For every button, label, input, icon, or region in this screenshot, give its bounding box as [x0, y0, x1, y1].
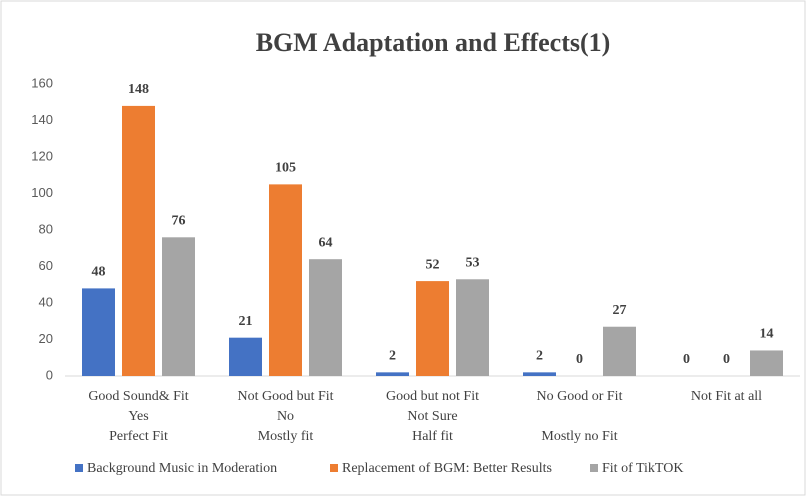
- bar: [309, 259, 342, 376]
- x-tick-label: No: [277, 409, 294, 424]
- value-label: 52: [426, 257, 440, 272]
- value-label: 27: [613, 303, 627, 318]
- y-tick-label: 160: [31, 75, 53, 90]
- legend-label: Replacement of BGM: Better Results: [342, 461, 552, 476]
- value-label: 0: [683, 352, 690, 367]
- x-tick-label: Not Fit at all: [691, 389, 762, 404]
- bar: [269, 184, 302, 376]
- bar: [750, 350, 783, 376]
- chart-title: BGM Adaptation and Effects(1): [256, 28, 611, 57]
- bar: [416, 281, 449, 376]
- value-label: 14: [760, 327, 774, 342]
- value-label: 0: [723, 352, 730, 367]
- y-tick-label: 40: [39, 294, 53, 309]
- value-label: 0: [576, 352, 583, 367]
- x-tick-label: Mostly no Fit: [541, 429, 617, 444]
- x-tick-label: Half fit: [412, 429, 453, 444]
- value-label: 148: [128, 82, 149, 97]
- x-tick-label: Good but not Fit: [386, 389, 479, 404]
- y-tick-label: 20: [39, 331, 53, 346]
- value-label: 48: [92, 265, 106, 280]
- value-label: 105: [275, 161, 296, 176]
- bar: [122, 105, 155, 377]
- bar: [523, 372, 556, 376]
- x-tick-label: Not Sure: [407, 409, 457, 424]
- legend-swatch: [590, 464, 598, 472]
- y-tick-label: 80: [39, 221, 53, 236]
- y-tick-label: 0: [46, 367, 53, 382]
- x-tick-label: Mostly fit: [258, 429, 314, 444]
- legend-swatch: [75, 464, 83, 472]
- x-tick-label: Perfect Fit: [109, 429, 168, 444]
- x-tick-label: Not Good but Fit: [237, 389, 333, 404]
- y-tick-label: 120: [31, 148, 53, 163]
- bar: [603, 326, 636, 376]
- value-label: 64: [319, 235, 333, 250]
- y-tick-label: 60: [39, 258, 53, 273]
- legend-label: Fit of TikTOK: [602, 461, 683, 476]
- y-tick-label: 100: [31, 185, 53, 200]
- bar: [229, 337, 262, 376]
- bar: [82, 288, 115, 376]
- value-label: 2: [536, 349, 543, 364]
- bar: [376, 372, 409, 376]
- x-tick-label: Good Sound& Fit: [88, 389, 188, 404]
- bar: [456, 279, 489, 376]
- x-tick-label: No Good or Fit: [537, 389, 623, 404]
- bar: [162, 237, 195, 376]
- legend-label: Background Music in Moderation: [87, 461, 277, 476]
- legend-swatch: [330, 464, 338, 472]
- value-label: 53: [466, 255, 480, 270]
- value-label: 76: [172, 214, 186, 229]
- x-tick-label: Yes: [128, 409, 148, 424]
- y-tick-label: 140: [31, 112, 53, 127]
- value-label: 21: [239, 314, 253, 329]
- value-label: 2: [389, 349, 396, 364]
